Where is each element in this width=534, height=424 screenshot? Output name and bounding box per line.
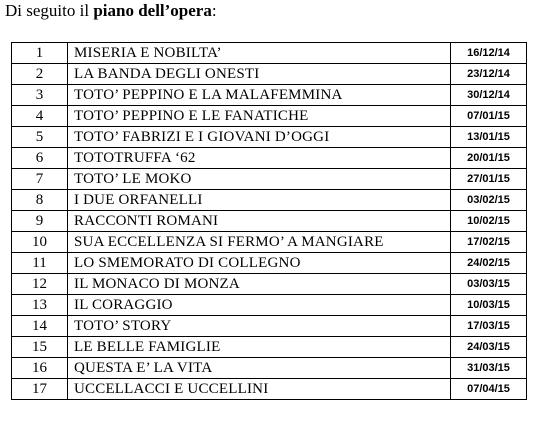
row-number: 13 — [11, 294, 68, 316]
film-title: IL CORAGGIO — [67, 294, 451, 316]
film-title: IL MONACO DI MONZA — [67, 273, 451, 295]
film-title: TOTO’ LE MOKO — [67, 168, 451, 190]
table-row: 9 RACCONTI ROMANI 10/02/15 — [11, 210, 527, 232]
release-date: 27/01/15 — [450, 168, 527, 190]
table-row: 7 TOTO’ LE MOKO 27/01/15 — [11, 168, 527, 190]
film-title: LE BELLE FAMIGLIE — [67, 336, 451, 358]
film-title: TOTO’ STORY — [67, 315, 451, 337]
row-number: 8 — [11, 189, 68, 211]
film-title: TOTOTRUFFA ‘62 — [67, 147, 451, 169]
release-date: 07/01/15 — [450, 105, 527, 127]
row-number: 6 — [11, 147, 68, 169]
film-title: TOTO’ PEPPINO E LA MALAFEMMINA — [67, 84, 451, 106]
table-row: 3 TOTO’ PEPPINO E LA MALAFEMMINA 30/12/1… — [11, 84, 527, 106]
release-date: 10/02/15 — [450, 210, 527, 232]
release-date: 03/03/15 — [450, 273, 527, 295]
film-title: UCCELLACCI E UCCELLINI — [67, 378, 451, 400]
row-number: 12 — [11, 273, 68, 295]
table-row: 12 IL MONACO DI MONZA 03/03/15 — [11, 273, 527, 295]
release-date: 20/01/15 — [450, 147, 527, 169]
table-row: 17 UCCELLACCI E UCCELLINI 07/04/15 — [11, 378, 527, 400]
row-number: 15 — [11, 336, 68, 358]
intro-bold: piano dell’opera — [93, 1, 212, 20]
row-number: 7 — [11, 168, 68, 190]
film-title: RACCONTI ROMANI — [67, 210, 451, 232]
table-row: 13 IL CORAGGIO 10/03/15 — [11, 294, 527, 316]
table-row: 4 TOTO’ PEPPINO E LE FANATICHE 07/01/15 — [11, 105, 527, 127]
release-date: 31/03/15 — [450, 357, 527, 379]
schedule-table: 1 MISERIA E NOBILTA’ 16/12/14 2 LA BANDA… — [11, 42, 527, 400]
film-title: LO SMEMORATO DI COLLEGNO — [67, 252, 451, 274]
film-title: MISERIA E NOBILTA’ — [67, 42, 451, 64]
intro-suffix: : — [211, 1, 217, 20]
row-number: 9 — [11, 210, 68, 232]
intro-text: Di seguito il piano dell’opera: — [5, 0, 217, 22]
release-date: 24/03/15 — [450, 336, 527, 358]
film-title: QUESTA E’ LA VITA — [67, 357, 451, 379]
row-number: 17 — [11, 378, 68, 400]
release-date: 07/04/15 — [450, 378, 527, 400]
table-row: 14 TOTO’ STORY 17/03/15 — [11, 315, 527, 337]
row-number: 16 — [11, 357, 68, 379]
row-number: 2 — [11, 63, 68, 85]
table-row: 6 TOTOTRUFFA ‘62 20/01/15 — [11, 147, 527, 169]
row-number: 1 — [11, 42, 68, 64]
table-row: 8 I DUE ORFANELLI 03/02/15 — [11, 189, 527, 211]
release-date: 03/02/15 — [450, 189, 527, 211]
table-row: 5 TOTO’ FABRIZI E I GIOVANI D’OGGI 13/01… — [11, 126, 527, 148]
row-number: 14 — [11, 315, 68, 337]
film-title: LA BANDA DEGLI ONESTI — [67, 63, 451, 85]
film-title: TOTO’ FABRIZI E I GIOVANI D’OGGI — [67, 126, 451, 148]
release-date: 30/12/14 — [450, 84, 527, 106]
row-number: 5 — [11, 126, 68, 148]
table-row: 2 LA BANDA DEGLI ONESTI 23/12/14 — [11, 63, 527, 85]
table-row: 1 MISERIA E NOBILTA’ 16/12/14 — [11, 42, 527, 64]
release-date: 17/02/15 — [450, 231, 527, 253]
table-row: 10 SUA ECCELLENZA SI FERMO’ A MANGIARE 1… — [11, 231, 527, 253]
row-number: 3 — [11, 84, 68, 106]
schedule-table-body: 1 MISERIA E NOBILTA’ 16/12/14 2 LA BANDA… — [11, 42, 527, 400]
film-title: TOTO’ PEPPINO E LE FANATICHE — [67, 105, 451, 127]
row-number: 10 — [11, 231, 68, 253]
row-number: 4 — [11, 105, 68, 127]
release-date: 16/12/14 — [450, 42, 527, 64]
release-date: 10/03/15 — [450, 294, 527, 316]
table-row: 16 QUESTA E’ LA VITA 31/03/15 — [11, 357, 527, 379]
table-row: 11 LO SMEMORATO DI COLLEGNO 24/02/15 — [11, 252, 527, 274]
film-title: SUA ECCELLENZA SI FERMO’ A MANGIARE — [67, 231, 451, 253]
intro-prefix: Di seguito il — [5, 1, 94, 20]
release-date: 23/12/14 — [450, 63, 527, 85]
release-date: 13/01/15 — [450, 126, 527, 148]
film-title: I DUE ORFANELLI — [67, 189, 451, 211]
release-date: 24/02/15 — [450, 252, 527, 274]
table-row: 15 LE BELLE FAMIGLIE 24/03/15 — [11, 336, 527, 358]
release-date: 17/03/15 — [450, 315, 527, 337]
row-number: 11 — [11, 252, 68, 274]
